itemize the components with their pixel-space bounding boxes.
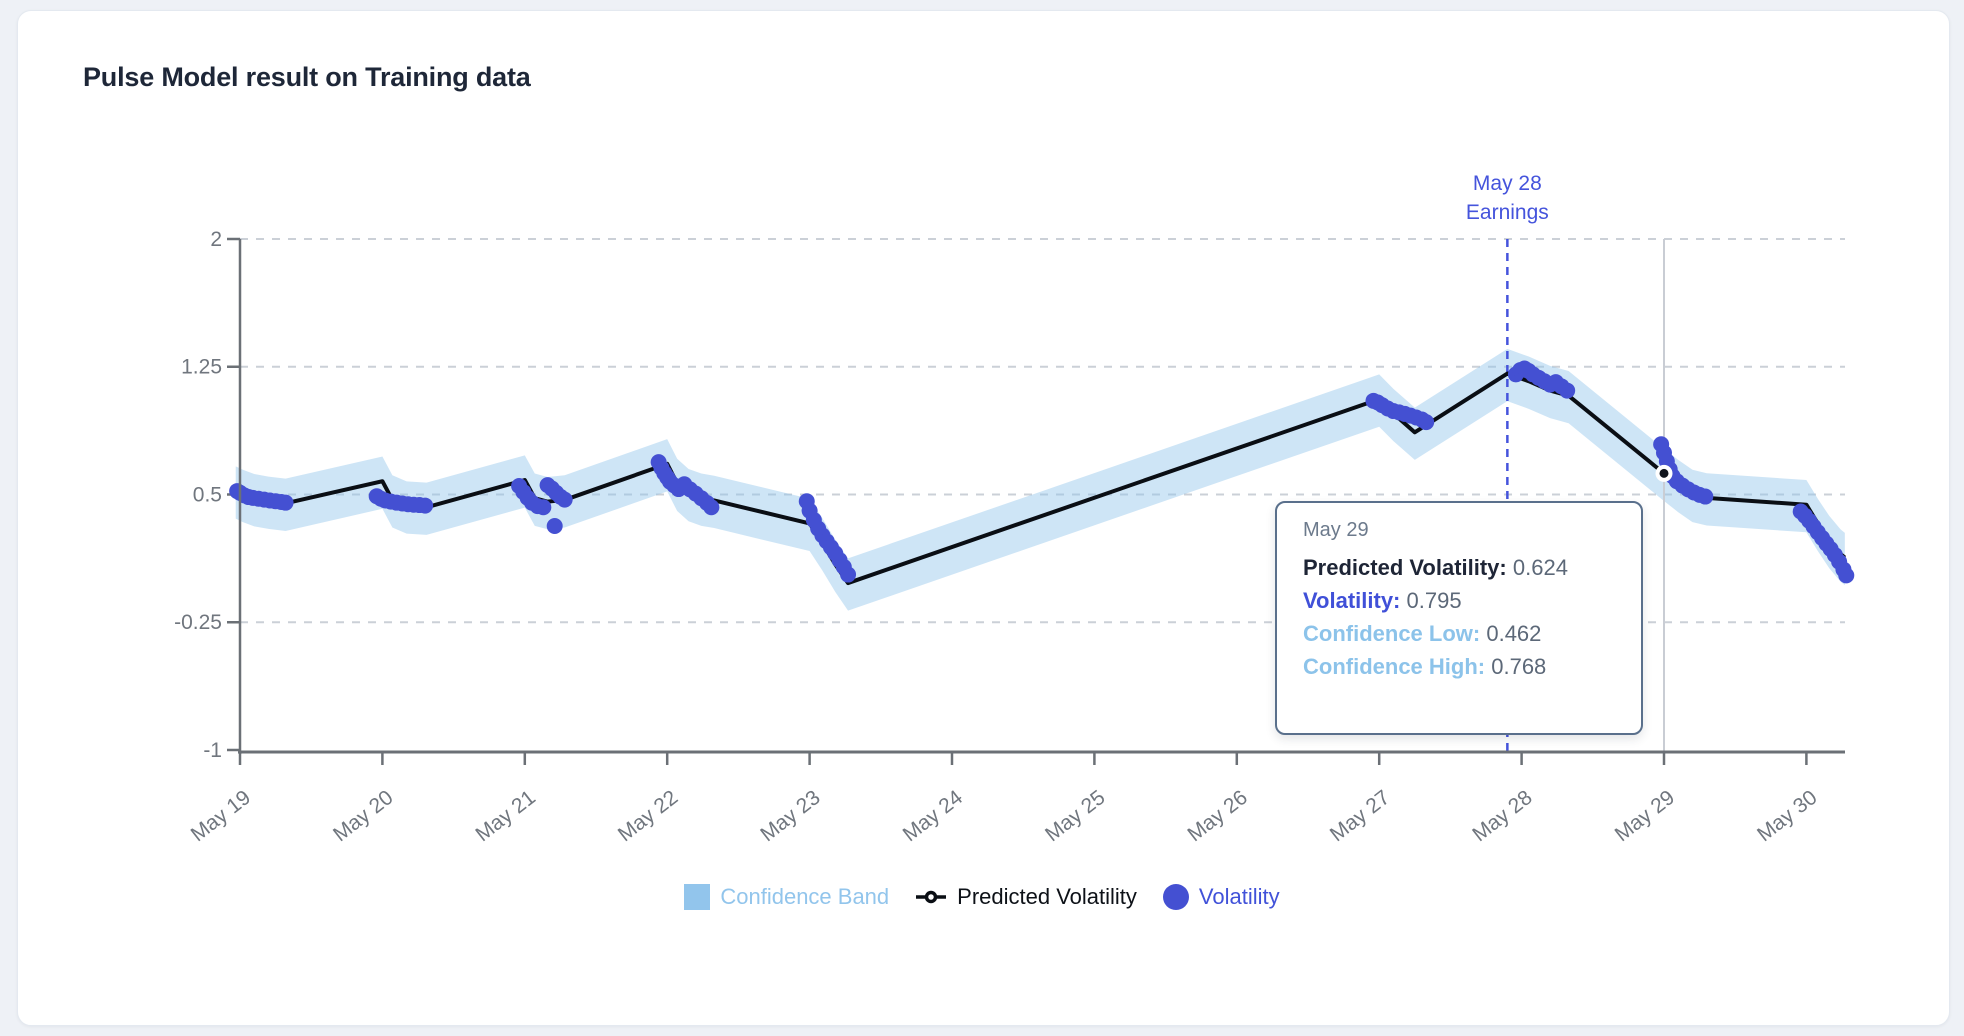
volatility-dot [1418, 414, 1435, 431]
x-tick-label: May 23 [756, 786, 824, 847]
volatility-dot-swatch-icon [1162, 884, 1189, 910]
x-tick-label: May 27 [1326, 786, 1394, 847]
legend-item-volatility[interactable]: Volatility [1162, 884, 1280, 910]
legend-label: Confidence Band [720, 884, 890, 909]
tooltip-value: 0.768 [1491, 654, 1547, 679]
x-tick-label: May 29 [1611, 786, 1679, 847]
legend-label: Volatility [1198, 884, 1280, 909]
chart-legend: Confidence Band Predicted Volatility Vol… [0, 884, 1964, 910]
y-tick-label: 1.25 [181, 356, 222, 379]
tooltip-row-confidence-high: Confidence High: 0.768 [1303, 650, 1615, 683]
predicted-volatility-marker-icon [916, 890, 947, 904]
tooltip-row-volatility: Volatility: 0.795 [1303, 584, 1615, 617]
y-tick-label: -0.25 [174, 611, 222, 634]
y-tick-label: 0.5 [193, 483, 222, 506]
x-tick-label: May 21 [471, 786, 539, 847]
volatility-dot [1697, 488, 1714, 505]
tooltip-row-predicted-volatility: Predicted Volatility: 0.624 [1303, 551, 1615, 584]
legend-label: Predicted Volatility [957, 884, 1137, 909]
tooltip-label: Confidence Low: [1303, 621, 1481, 646]
volatility-dot [840, 566, 857, 583]
tooltip-value: 0.624 [1512, 555, 1568, 580]
tooltip-label: Volatility: [1303, 588, 1401, 613]
tooltip-row-confidence-low: Confidence Low: 0.462 [1303, 617, 1615, 650]
active-point [1655, 464, 1673, 482]
legend-item-predicted-volatility[interactable]: Predicted Volatility [915, 884, 1137, 910]
tooltip-value: 0.462 [1486, 621, 1542, 646]
chart-tooltip: May 29 Predicted Volatility: 0.624 Volat… [1275, 501, 1643, 735]
tooltip-value: 0.795 [1406, 588, 1462, 613]
tooltip-label: Confidence High: [1303, 654, 1486, 679]
y-tick-label: -1 [203, 739, 222, 762]
volatility-dot [535, 499, 552, 516]
y-tick-label: 2 [210, 228, 222, 251]
x-tick-label: May 22 [614, 786, 682, 847]
x-tick-label: May 24 [899, 786, 968, 847]
x-tick-label: May 28 [1468, 786, 1536, 847]
x-tick-label: May 25 [1041, 786, 1109, 847]
volatility-dot [1559, 382, 1576, 399]
x-tick-label: May 19 [187, 786, 255, 847]
volatility-dot [556, 491, 573, 508]
x-tick-label: May 26 [1183, 786, 1251, 847]
page-title: Pulse Model result on Training data [83, 62, 531, 92]
x-tick-label: May 20 [329, 786, 397, 847]
tooltip-date: May 29 [1303, 519, 1369, 541]
legend-item-confidence-band[interactable]: Confidence Band [684, 884, 889, 910]
tooltip-label: Predicted Volatility: [1303, 555, 1507, 580]
volatility-dot [546, 518, 563, 535]
earnings-annotation-label: May 28 Earnings [1466, 172, 1549, 224]
volatility-dot [703, 499, 720, 516]
volatility-dot [1838, 567, 1855, 584]
x-tick-label: May 30 [1753, 786, 1821, 847]
volatility-dot [417, 497, 434, 514]
volatility-dot [277, 494, 294, 511]
confidence-band-swatch-icon [684, 884, 711, 910]
